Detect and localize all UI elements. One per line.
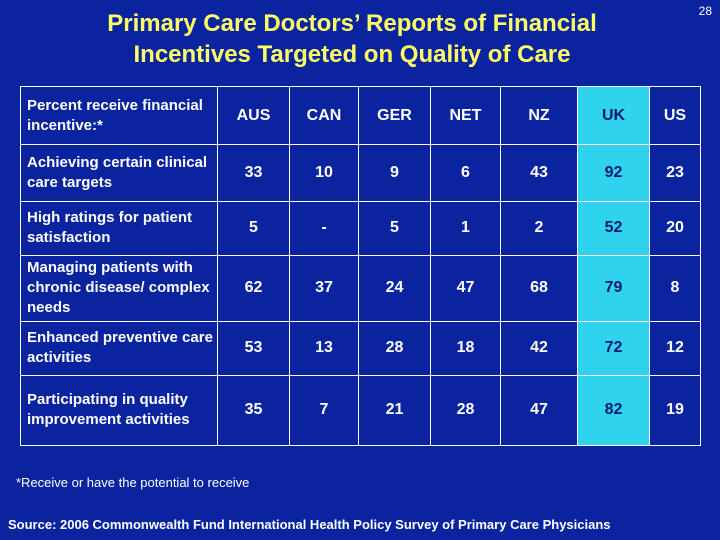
row-label: Participating in quality improvement act… [20,374,218,447]
row-label: Managing patients with chronic disease/ … [20,254,218,322]
cell-us: 23 [649,144,701,202]
source-note: Source: 2006 Commonwealth Fund Internati… [8,517,611,532]
cell-us: 12 [649,320,701,376]
table-row: Managing patients with chronic disease/ … [20,254,701,322]
cell-can: 37 [289,254,359,322]
cell-uk: 82 [577,374,650,447]
cell-uk: 72 [577,320,650,376]
cell-aus: 5 [217,200,290,256]
footnote: *Receive or have the potential to receiv… [16,475,250,490]
column-header-us: US [649,86,701,145]
row-label: High ratings for patient satisfaction [20,200,218,256]
cell-ger: 28 [358,320,431,376]
header-row: Percent receive financial incentive:* AU… [20,86,701,145]
cell-us: 19 [649,374,701,447]
cell-net: 28 [430,374,501,447]
cell-aus: 53 [217,320,290,376]
cell-nz: 68 [500,254,578,322]
table-row: High ratings for patient satisfaction 5-5… [20,200,701,256]
cell-nz: 42 [500,320,578,376]
column-header-net: NET [430,86,501,145]
cell-aus: 62 [217,254,290,322]
table-row: Enhanced preventive care activities 53 13 2… [20,320,701,376]
cell-aus: 35 [217,374,290,447]
cell-can: - [289,200,359,256]
column-header-can: CAN [289,86,359,145]
cell-uk: 52 [577,200,650,256]
cell-can: 7 [289,374,359,447]
column-header-uk: UK [577,86,650,145]
cell-net: 18 [430,320,501,376]
column-header-aus: AUS [217,86,290,145]
cell-nz: 2 [500,200,578,256]
cell-ger: 5 [358,200,431,256]
page-title: Primary Care Doctors’ Reports of Financi… [0,8,720,70]
cell-uk: 92 [577,144,650,202]
row-label: Enhanced preventive care activities [20,320,218,376]
cell-uk: 79 [577,254,650,322]
cell-nz: 43 [500,144,578,202]
cell-ger: 21 [358,374,431,447]
column-header-ger: GER [358,86,431,145]
cell-net: 6 [430,144,501,202]
cell-us: 8 [649,254,701,322]
table-row: Participating in quality improvement act… [20,374,701,447]
cell-can: 13 [289,320,359,376]
cell-aus: 33 [217,144,290,202]
cell-us: 20 [649,200,701,256]
cell-ger: 24 [358,254,431,322]
column-header-nz: NZ [500,86,578,145]
page-number: 28 [698,4,712,18]
cell-nz: 47 [500,374,578,447]
cell-can: 10 [289,144,359,202]
cell-ger: 9 [358,144,431,202]
cell-net: 1 [430,200,501,256]
table-row: Achieving certain clinical care targets 3… [20,144,701,202]
row-label: Achieving certain clinical care targets [20,144,218,202]
cell-net: 47 [430,254,501,322]
incentives-table: Percent receive financial incentive:* AU… [20,86,701,447]
table-body: Achieving certain clinical care targets 3… [20,144,701,447]
title-line-2: Incentives Targeted on Quality of Care [133,41,571,68]
header-label: Percent receive financial incentive:* [20,86,218,145]
title-line-1: Primary Care Doctors’ Reports of Financi… [107,10,597,37]
